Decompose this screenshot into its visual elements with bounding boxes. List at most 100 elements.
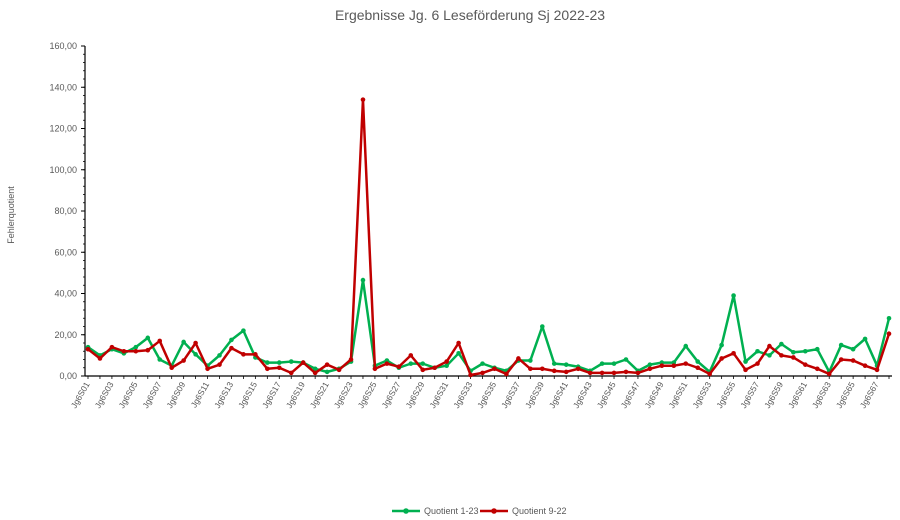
data-point xyxy=(683,361,689,366)
data-point xyxy=(217,362,222,367)
data-point xyxy=(659,363,665,368)
x-tick-label: Jg6S49 xyxy=(643,380,666,410)
x-tick-label: Jg6S39 xyxy=(523,380,546,410)
data-point xyxy=(193,340,198,346)
y-tick-label: 160,00 xyxy=(49,41,77,51)
data-point xyxy=(647,366,653,372)
data-point xyxy=(480,370,485,376)
data-point xyxy=(528,358,533,363)
data-point xyxy=(767,343,772,349)
x-tick-label: Jg6S23 xyxy=(332,380,355,410)
data-point xyxy=(886,331,892,337)
legend-item-quotient-1-23: Quotient 1-23 xyxy=(392,506,479,516)
x-tick-label: Jg6S45 xyxy=(595,380,618,410)
data-point xyxy=(456,351,461,356)
data-point xyxy=(360,97,366,102)
data-point xyxy=(731,351,736,356)
data-point xyxy=(803,348,808,354)
x-tick-label: Jg6S57 xyxy=(738,380,761,410)
data-point xyxy=(420,361,426,366)
data-point xyxy=(743,359,748,364)
data-point xyxy=(312,366,318,372)
data-point xyxy=(516,356,521,361)
x-tick-label: Jg6S29 xyxy=(403,380,426,410)
x-tick-label: Jg6S51 xyxy=(666,380,689,410)
data-point xyxy=(611,361,617,366)
data-point xyxy=(444,359,449,364)
data-point xyxy=(193,352,198,357)
data-point xyxy=(288,370,294,376)
data-point xyxy=(432,365,438,371)
data-point xyxy=(456,340,461,346)
series-line xyxy=(87,278,891,374)
data-point xyxy=(85,346,91,352)
data-point xyxy=(133,348,139,354)
legend-marker-quotient-1-23 xyxy=(403,508,409,514)
x-tick-label: Jg6S53 xyxy=(690,380,713,410)
data-point xyxy=(623,357,629,362)
data-point xyxy=(551,368,557,374)
data-point xyxy=(671,363,677,368)
data-point xyxy=(695,365,701,371)
x-tick-label: Jg6S67 xyxy=(858,380,881,410)
x-tick-label: Jg6S19 xyxy=(284,380,307,410)
data-point xyxy=(217,353,222,358)
series-layer xyxy=(85,97,892,378)
y-tick-label: 80,00 xyxy=(54,206,77,216)
y-tick-label: 60,00 xyxy=(54,247,77,257)
data-point xyxy=(563,369,569,375)
data-point xyxy=(755,361,760,366)
data-point xyxy=(396,364,402,370)
data-point xyxy=(803,362,808,367)
data-point xyxy=(181,339,186,345)
x-tick-label: Jg6S27 xyxy=(379,380,402,410)
data-point xyxy=(862,363,868,368)
data-point xyxy=(324,362,330,367)
data-point xyxy=(241,328,246,333)
data-point xyxy=(157,357,163,362)
y-tick-label: 0,00 xyxy=(59,371,77,381)
data-point xyxy=(862,336,868,342)
data-point xyxy=(97,356,103,361)
data-point xyxy=(169,365,174,371)
x-tick-label: Jg6S25 xyxy=(356,380,379,410)
data-point xyxy=(838,342,844,348)
data-point xyxy=(265,366,270,372)
data-point xyxy=(265,360,270,365)
legend: Quotient 1-23 Quotient 9-22 xyxy=(392,506,567,516)
data-point xyxy=(719,356,724,361)
x-tick-label: Jg6S03 xyxy=(93,380,116,410)
data-point xyxy=(539,324,545,329)
data-point xyxy=(276,365,282,371)
legend-label-quotient-1-23: Quotient 1-23 xyxy=(424,506,479,516)
legend-item-quotient-9-22: Quotient 9-22 xyxy=(480,506,567,516)
x-tick-labels: Jg6S01 Jg6S03 Jg6S05 Jg6S07 Jg6S09 Jg6S11 Jg6S… xyxy=(69,380,881,410)
data-point xyxy=(253,352,258,357)
y-axis-label: Fehlerquotient xyxy=(6,186,16,244)
data-point xyxy=(492,366,497,372)
data-point xyxy=(181,358,186,363)
data-point xyxy=(528,366,533,372)
x-tick-label: Jg6S21 xyxy=(308,380,331,410)
data-point xyxy=(348,357,354,362)
chart-title: Ergebnisse Jg. 6 Leseförderung Sj 2022-2… xyxy=(335,7,605,23)
x-tick-label: Jg6S17 xyxy=(260,380,283,410)
data-point xyxy=(468,372,473,378)
x-tick-label: Jg6S07 xyxy=(140,380,163,410)
data-point xyxy=(826,371,832,377)
data-point xyxy=(157,338,163,344)
data-point xyxy=(611,370,617,376)
y-tick-label: 140,00 xyxy=(49,82,77,92)
data-point xyxy=(791,355,796,360)
data-point xyxy=(408,353,414,358)
x-tick-label: Jg6S63 xyxy=(810,380,833,410)
data-point xyxy=(683,343,689,349)
x-tick-label: Jg6S11 xyxy=(189,380,212,410)
data-point xyxy=(838,357,844,362)
data-point xyxy=(480,361,485,366)
x-tick-label: Jg6S31 xyxy=(427,380,450,410)
x-tick-label: Jg6S05 xyxy=(116,380,139,410)
data-point xyxy=(743,367,748,373)
y-tick-label: 40,00 xyxy=(54,289,77,299)
